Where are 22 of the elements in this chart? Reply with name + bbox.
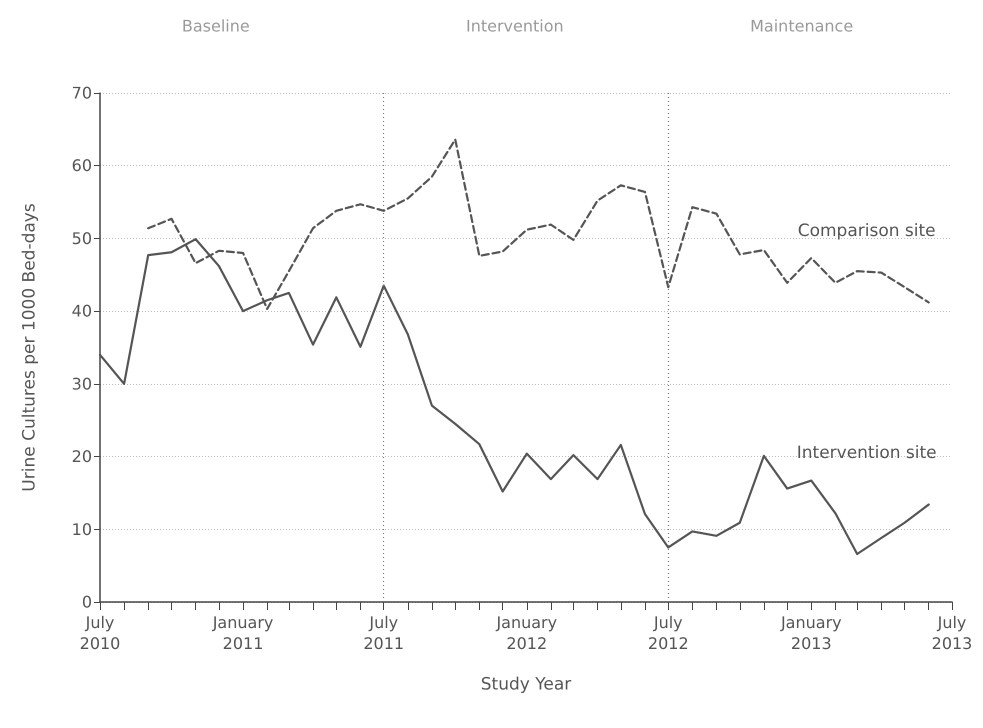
x-tick-label: January 2011	[212, 613, 274, 653]
x-tick-label: July 2011	[363, 613, 404, 653]
y-tick-label: 30	[72, 374, 92, 394]
x-tick-label: July 2013	[932, 613, 972, 653]
text: Baseline	[182, 16, 250, 36]
y-tick-label: 20	[72, 447, 92, 466]
y-tick-label: 70	[72, 84, 92, 102]
x-tick-label: January 2013	[780, 613, 842, 653]
y-axis-title: Urine Cultures per 1000 Bed-days	[20, 203, 40, 492]
y-tick-label: 60	[72, 156, 92, 176]
series-label: Comparison site	[798, 220, 936, 241]
y-tick-label: 0	[82, 592, 92, 612]
x-axis-title: Study Year	[480, 674, 572, 694]
y-tick-label: 40	[72, 302, 92, 321]
text: Intervention	[466, 16, 564, 36]
x-tick-label: January 2012	[495, 613, 558, 653]
y-tick-label: 50	[72, 228, 92, 248]
series-label: Intervention site	[796, 443, 937, 464]
y-tick-label: 10	[72, 520, 92, 539]
x-tick-label: July 2010	[80, 613, 120, 653]
x-tick-label: July 2012	[648, 613, 689, 653]
text: Maintenance	[750, 16, 854, 36]
